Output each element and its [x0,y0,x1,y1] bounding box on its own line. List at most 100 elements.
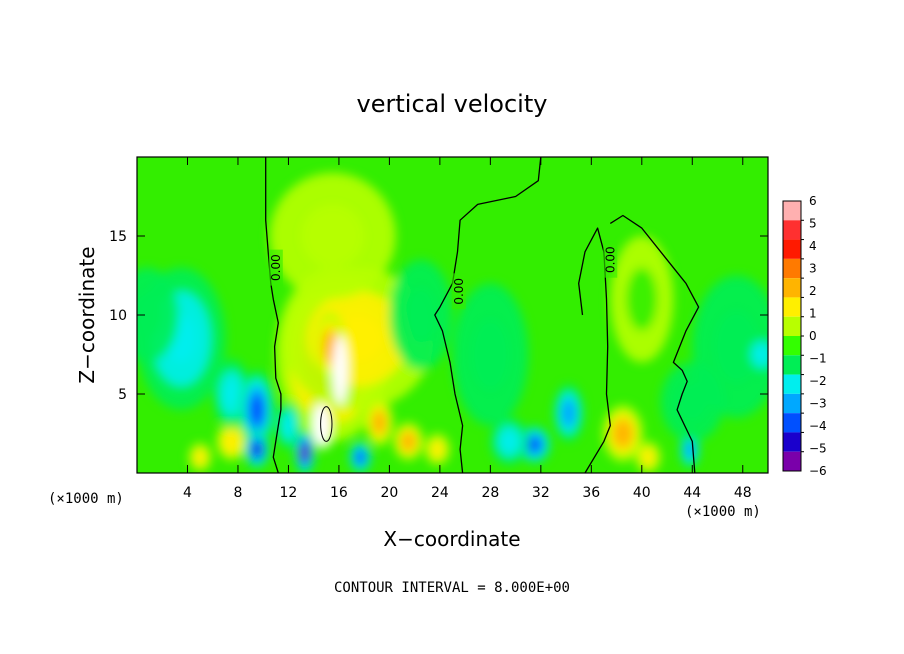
plot-area: 0.000.000.00 4 8 12 16 20 24 28 32 36 40 44 48 5101… [109,156,769,501]
colorbar-label: −6 [809,464,827,478]
field-blob [188,442,212,472]
field-blob-ring [225,382,238,406]
colorbar-swatch [783,355,801,375]
field-blob-ring [253,401,261,418]
contour-label-bg [268,249,283,286]
colorbar-swatch [783,413,801,433]
contour-label: 0.00 [452,278,466,305]
colorbar-swatch [783,336,801,356]
field-blob-ring [137,291,163,339]
colorbar-label: 5 [809,217,817,231]
y-axis-label: Z−coordinate [75,246,99,383]
field-blob-ring [687,444,693,455]
colorbar-swatch [783,220,801,240]
x-tick-label: 40 [633,485,651,501]
peak-highlight [312,403,331,448]
colorbar-label: 1 [809,307,817,321]
field-blob-ring [254,446,259,453]
colorbar-label: −3 [809,397,827,411]
colorbar-swatch [783,297,801,317]
colorbar-label: 3 [809,262,817,276]
zero-contour-line [434,157,542,473]
colorbar-swatch [783,316,801,336]
y-axis-ticks: 5 10 15 [109,229,768,403]
colorbar-swatch [783,239,801,259]
colorbar-label: 0 [809,329,817,343]
x-tick-label: 12 [280,485,298,501]
contour-label-bg [603,241,618,278]
field-blob [518,425,551,464]
field-blob [137,267,179,363]
field-blob-ring [433,444,442,455]
colorbar-label: 6 [809,194,817,208]
x-axis-label: X−coordinate [383,527,520,551]
contour-interval-note: CONTOUR INTERVAL = 8.000E+00 [334,580,570,596]
field-blob-ring [196,452,204,462]
colorbar-label: −5 [809,442,827,456]
x-tick-label: 20 [380,485,398,501]
field-blob [269,172,396,300]
field-blob-ring [404,436,413,447]
chart-title: vertical velocity [357,90,548,118]
field-blob-ring [564,405,573,421]
field-blob-ring [643,451,653,463]
contour-label: 0.00 [603,246,617,273]
field-blob [553,384,584,442]
zero-contour-line [609,214,700,473]
field-blob [745,333,768,376]
colorbar-label: −4 [809,419,827,433]
field-blob [239,370,275,450]
field-blob-ring [756,347,768,362]
colorbar: 6 5 4 3 2 1 0 −1 −2 −3 −4 −5 −6 [782,194,827,478]
field-blob-ring [326,337,334,356]
x-tick-label: 4 [183,485,192,501]
field-blob-ring [405,287,437,343]
field-blob [452,283,529,426]
zero-contours: 0.00 0.00 0.00 [265,157,700,473]
field-blob [244,430,270,469]
peak-highlight [332,335,348,406]
colorbar-label: 2 [809,284,817,298]
field-blob [294,430,315,473]
field-blob-ring [358,454,363,461]
colorbar-swatch [783,451,801,471]
field-blob-ring [502,433,516,450]
field-blob-ring [284,417,293,434]
velocity-field: 0.00 0.00 0.00 [137,157,768,473]
y-tick-label: 5 [118,387,127,403]
field-blob-ring [676,382,709,422]
colorbar-swatch [783,258,801,279]
x-unit-right: (×1000 m) [685,504,761,520]
x-tick-label: 28 [481,485,499,501]
field-blob [365,398,394,447]
field-blob [602,405,644,462]
field-blob-ring [227,436,236,447]
colorbar-swatch [783,432,801,452]
field-blob-ring [301,204,365,268]
field-blob-ring [626,267,658,331]
colorbar-swatch [783,278,801,298]
x-tick-label: 36 [582,485,600,501]
colorbar-swatch [783,201,801,221]
colorbar-label: −1 [809,352,827,366]
field-blob-ring [471,318,510,391]
y-tick-label: 10 [109,308,127,324]
field-blob [389,259,453,371]
colorbar-label: 4 [809,239,817,253]
field-blob [216,422,247,461]
contour-label-bg [451,273,466,310]
field-blob [393,422,424,461]
field-blob [275,401,302,450]
x-tick-label: 48 [734,485,752,501]
field-blob [490,417,529,466]
field-blob [424,433,450,466]
field-blob [610,236,674,363]
x-unit-left: (×1000 m) [48,491,124,507]
field-blob-ring [531,440,538,449]
x-tick-label: 44 [683,485,701,501]
colorbar-swatch [783,374,801,394]
field-blob [635,441,661,473]
x-tick-label: 24 [431,485,449,501]
field-blob-ring [617,426,628,441]
